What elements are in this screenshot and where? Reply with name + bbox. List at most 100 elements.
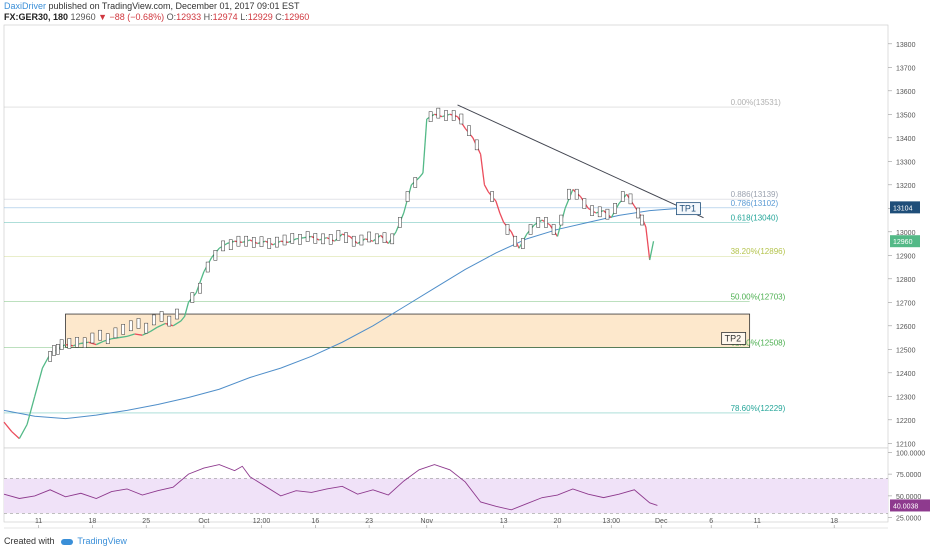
candle: [59, 339, 64, 350]
candle: [359, 234, 364, 246]
candle: [321, 233, 325, 245]
tradingview-link[interactable]: TradingView: [77, 536, 127, 546]
price-change: −88 (−0.68%): [109, 12, 165, 22]
tradingview-logo-icon: [61, 538, 74, 545]
published-text: published on TradingView.com, December 0…: [48, 1, 300, 11]
price-badge-label: 12960: [893, 239, 913, 246]
candle: [521, 238, 525, 249]
price-segment: [418, 172, 424, 179]
candle: [398, 217, 402, 228]
candle: [48, 351, 52, 362]
candle: [313, 233, 318, 244]
last-price: 12960: [70, 12, 96, 22]
price-segment: [111, 336, 120, 340]
candle: [467, 125, 471, 136]
fib-level-label: 0.786(13102): [731, 199, 779, 208]
candle: [259, 236, 264, 247]
candle: [198, 282, 202, 294]
price-tick-label: 13000: [896, 230, 916, 237]
candle: [474, 139, 479, 151]
candle: [367, 231, 371, 243]
price-segment: [88, 341, 97, 346]
high-label: H:: [203, 12, 213, 22]
time-tick-label: 23: [365, 518, 373, 525]
rsi-badge: [890, 499, 930, 512]
candle: [640, 214, 644, 226]
close-label: C:: [275, 12, 285, 22]
candle: [328, 234, 333, 245]
candle: [90, 332, 95, 344]
candle: [451, 110, 456, 121]
time-tick-label: 25: [142, 518, 150, 525]
candle: [536, 217, 541, 228]
price-tick-label: 12600: [896, 324, 916, 331]
time-tick-label: Dec: [655, 518, 668, 525]
time-tick-label: 13: [500, 518, 508, 525]
fib-level-label: 0.886(13139): [731, 190, 779, 199]
candle: [351, 235, 356, 247]
price-tick-label: 12200: [896, 418, 916, 425]
low-value: 12929: [247, 12, 273, 22]
price-tick-label: 13800: [896, 42, 916, 49]
candle: [605, 208, 610, 220]
candle: [167, 315, 172, 327]
price-segment: [149, 326, 159, 333]
candle: [513, 235, 518, 247]
price-segment: [18, 424, 28, 439]
fib-level-label: 0.00%(13531): [731, 98, 782, 107]
candle: [528, 224, 533, 235]
fib-level-label: 50.00%(12703): [731, 293, 786, 302]
down-triangle-icon: ▼: [98, 12, 108, 22]
price-segment: [11, 431, 20, 440]
price-segment: [126, 333, 135, 337]
price-segment: [483, 184, 489, 193]
candle: [551, 224, 556, 235]
close-value: 12960: [284, 12, 310, 22]
candle: [52, 345, 56, 356]
symbol-interval[interactable]: FX:GER30, 180: [4, 12, 69, 22]
candle: [628, 193, 633, 205]
author-link[interactable]: DaxiDriver: [4, 1, 47, 11]
candle: [267, 238, 272, 249]
candle: [490, 191, 494, 202]
rsi-band: [4, 478, 888, 514]
candle: [121, 324, 125, 335]
price-tick-label: 12400: [896, 371, 916, 378]
price-tick-label: 13600: [896, 89, 916, 96]
candle: [390, 233, 395, 245]
price-tick-label: 12800: [896, 277, 916, 284]
rsi-line: [3, 464, 658, 511]
candle: [459, 113, 464, 125]
price-badge-label: 13104: [893, 205, 913, 212]
candle: [405, 191, 410, 202]
candle: [105, 333, 110, 344]
rsi-tick-label: 50.0000: [896, 494, 921, 501]
candle: [428, 111, 433, 122]
price-segment: [134, 333, 143, 336]
trendline: [457, 104, 704, 219]
low-label: L:: [240, 12, 248, 22]
created-with-text: Created with: [4, 536, 55, 546]
fib-level-label: 0.618(13040): [731, 213, 779, 222]
price-tick-label: 13400: [896, 136, 916, 143]
price-segment: [422, 118, 428, 174]
candle: [620, 191, 625, 202]
candle: [244, 235, 248, 247]
time-tick-label: 18: [89, 518, 97, 525]
candle: [82, 337, 87, 348]
candle: [152, 314, 156, 326]
fib-level-label: 78.60%(12229): [731, 404, 786, 413]
candle: [221, 240, 225, 252]
footer: Created with TradingView: [4, 536, 127, 546]
time-tick-label: 16: [311, 518, 319, 525]
price-segment: [479, 154, 486, 185]
price-segment: [195, 271, 205, 294]
candle: [574, 188, 579, 200]
candle: [113, 327, 118, 339]
candle: [444, 110, 448, 121]
candle: [75, 337, 79, 348]
candle: [413, 177, 418, 188]
tp2-label-box: [721, 332, 747, 345]
candle: [190, 292, 195, 303]
